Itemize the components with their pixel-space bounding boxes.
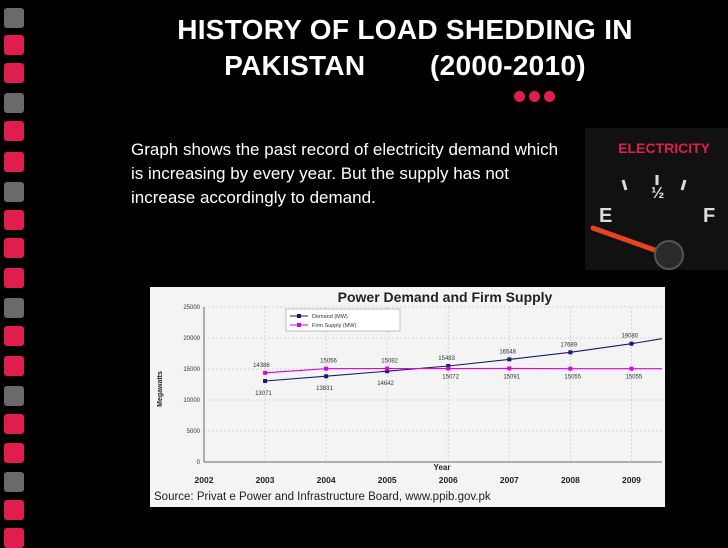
- series-line: [265, 367, 662, 374]
- stripe-square: [4, 8, 24, 28]
- dot-icon: [544, 91, 555, 102]
- stripe-square: [4, 63, 24, 83]
- stripe-square: [4, 93, 24, 113]
- stripe-square: [4, 443, 24, 463]
- chart-series: 13071 13831 14642 15483 16548 17689 19080 14386…: [253, 334, 663, 397]
- stripe-square: [4, 238, 24, 258]
- data-point: [446, 366, 451, 371]
- data-label: 19080: [621, 334, 638, 340]
- legend-label: Demand (MW): [312, 314, 348, 320]
- y-tick-label: 5000: [187, 429, 201, 435]
- chart-legend: Demand (MW) Firm Supply (MW): [285, 308, 401, 332]
- data-label: 15056: [320, 359, 337, 365]
- y-axis-label: Megawatts: [157, 371, 164, 407]
- stripe-square: [4, 528, 24, 548]
- chart-source: Source: Privat e Power and Infrastructur…: [154, 491, 491, 503]
- x-tick-label: 2003: [256, 475, 275, 485]
- data-label: 15055: [625, 375, 642, 381]
- x-tick-label: 2006: [439, 475, 458, 485]
- stripe-square: [4, 210, 24, 230]
- data-label: 16548: [499, 349, 516, 355]
- series-line: [265, 338, 663, 382]
- x-tick-label: 2008: [561, 475, 580, 485]
- body-text: Graph shows the past record of electrici…: [131, 140, 559, 207]
- y-tick-label: 25000: [183, 305, 200, 311]
- decorative-stripe: [0, 0, 28, 548]
- stripe-square: [4, 500, 24, 520]
- y-tick-label: 10000: [183, 398, 200, 404]
- data-label: 15055: [564, 375, 581, 381]
- stripe-square: [4, 356, 24, 376]
- legend-box: [285, 308, 401, 332]
- dot-icon: [514, 91, 525, 102]
- power-chart: Power Demand and Firm Supply Megawatts Y…: [154, 289, 663, 503]
- chart-axes: 0 5000 10000 15000 20000 25000 2002 2003 2004 200…: [183, 305, 662, 485]
- data-point: [324, 374, 329, 379]
- data-label: 15072: [442, 375, 459, 381]
- stripe-square: [4, 182, 24, 202]
- data-point: [568, 350, 573, 355]
- dot-icon: [529, 91, 540, 102]
- data-label: 17689: [560, 342, 577, 348]
- stripe-square: [4, 152, 24, 172]
- data-point: [568, 366, 573, 371]
- data-label: 15091: [503, 374, 520, 380]
- gauge-label: ELECTRICITY: [618, 140, 710, 156]
- data-label: 15082: [381, 358, 398, 364]
- data-point: [385, 366, 390, 371]
- x-tick-label: 2004: [317, 475, 336, 485]
- stripe-square: [4, 121, 24, 141]
- data-point: [507, 357, 512, 362]
- x-tick-label: 2005: [378, 475, 397, 485]
- x-axis-label: Year: [434, 463, 451, 472]
- data-label: 14642: [377, 381, 394, 387]
- data-point: [324, 366, 329, 371]
- stripe-square: [4, 35, 24, 55]
- y-tick-label: 0: [197, 460, 201, 466]
- title-line-2: PAKISTAN (2000-2010): [224, 50, 586, 81]
- legend-label: Firm Supply (MW): [312, 323, 356, 329]
- data-point: [263, 378, 268, 383]
- gauge-empty-mark: E: [599, 205, 612, 227]
- fuel-gauge-image: ELECTRICITY ½ E F: [585, 128, 728, 270]
- title-dots: [514, 89, 559, 107]
- data-label: 13071: [255, 391, 272, 397]
- slide-title: HISTORY OF LOAD SHEDDING IN PAKISTAN (20…: [120, 12, 690, 84]
- gauge-icon: ½ E F: [590, 175, 715, 270]
- stripe-square: [4, 386, 24, 406]
- x-tick-label: 2002: [195, 475, 214, 485]
- x-tick-label: 2007: [500, 475, 519, 485]
- stripe-square: [4, 326, 24, 346]
- chart-grid: [203, 306, 662, 463]
- stripe-square: [4, 414, 24, 434]
- data-point: [446, 364, 451, 369]
- y-tick-label: 15000: [183, 367, 200, 373]
- data-point: [629, 341, 634, 346]
- gauge-half-mark: ½: [651, 185, 664, 202]
- gauge-full-mark: F: [703, 205, 715, 227]
- legend-marker: [297, 323, 301, 327]
- data-point: [629, 366, 634, 371]
- legend-marker: [297, 314, 301, 318]
- chart-panel: Power Demand and Firm Supply Megawatts Y…: [150, 287, 665, 507]
- chart-title: Power Demand and Firm Supply: [338, 289, 553, 305]
- stripe-square: [4, 298, 24, 318]
- data-point: [507, 366, 512, 371]
- data-point: [385, 369, 390, 374]
- data-label: 15483: [438, 356, 455, 362]
- x-tick-label: 2009: [622, 475, 641, 485]
- stripe-square: [4, 268, 24, 288]
- title-line-1: HISTORY OF LOAD SHEDDING IN: [177, 14, 633, 45]
- y-tick-label: 20000: [183, 336, 200, 342]
- data-label: 14386: [253, 363, 270, 369]
- data-label: 13831: [316, 386, 333, 392]
- data-point: [263, 370, 268, 375]
- stripe-square: [4, 472, 24, 492]
